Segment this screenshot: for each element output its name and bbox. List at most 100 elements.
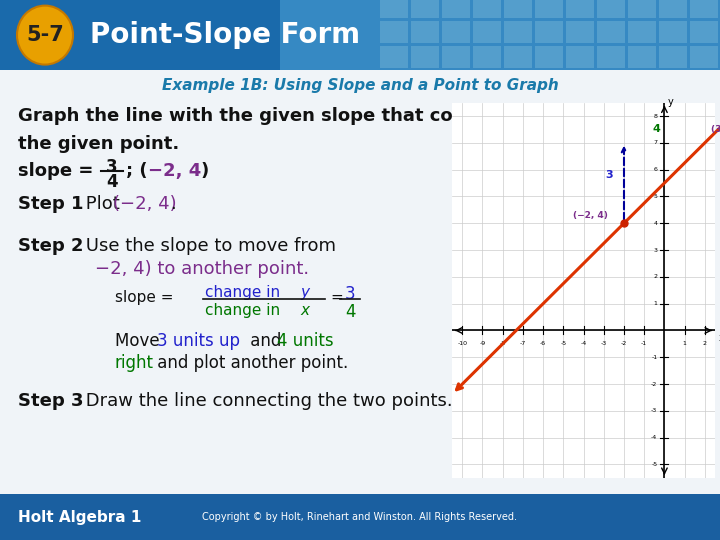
Bar [473,46,501,68]
Text: 2: 2 [703,341,707,346]
Bar [659,46,687,68]
Text: 5-7: 5-7 [26,25,64,45]
Bar [535,46,563,68]
Bar [380,0,408,18]
Text: 1: 1 [683,341,687,346]
Bar [504,21,532,43]
Text: -4: -4 [651,435,657,440]
Bar [411,0,439,18]
Bar [566,0,594,18]
Text: .: . [170,195,176,213]
Text: Step 3: Step 3 [18,392,84,410]
Bar [535,21,563,43]
Text: 3: 3 [653,247,657,253]
Text: change in: change in [205,285,285,300]
Text: 4: 4 [345,303,355,321]
Text: -1: -1 [651,355,657,360]
Text: 3: 3 [345,285,355,303]
Text: Plot: Plot [80,195,125,213]
Text: Use the slope to move from: Use the slope to move from [80,237,336,255]
Text: and: and [245,332,287,350]
Bar [442,21,470,43]
Text: Holt Algebra 1: Holt Algebra 1 [18,510,141,524]
Text: (3, 7): (3, 7) [711,125,720,134]
Bar [566,21,594,43]
Ellipse shape [17,5,73,65]
Text: 3 units up: 3 units up [157,332,240,350]
Text: Draw the line connecting the two points.: Draw the line connecting the two points. [80,392,453,410]
Bar [280,0,720,70]
Text: Point-Slope Form: Point-Slope Form [90,21,360,49]
Text: the given point.: the given point. [18,135,179,153]
Text: slope =: slope = [18,162,99,180]
Text: (−2, 4): (−2, 4) [573,211,608,220]
Text: -4: -4 [580,341,587,346]
Text: Step 1: Step 1 [18,195,84,213]
Bar [597,46,625,68]
Text: -2: -2 [621,341,627,346]
Text: -8: -8 [500,341,505,346]
Text: -2: -2 [651,382,657,387]
Bar [659,21,687,43]
Text: Graph the line with the given slope that contains: Graph the line with the given slope that… [18,107,516,125]
Text: 6: 6 [654,167,657,172]
Text: −2, 4: −2, 4 [148,162,202,180]
Bar [504,46,532,68]
Bar [442,46,470,68]
Text: Move: Move [115,332,165,350]
Text: 1: 1 [654,301,657,306]
Bar [473,21,501,43]
Text: x: x [300,303,309,318]
Text: ): ) [200,162,208,180]
Bar [628,0,656,18]
Text: and plot another point.: and plot another point. [152,354,348,372]
Text: Step 2: Step 2 [18,237,84,255]
Bar [690,0,718,18]
Bar [411,21,439,43]
Text: 4: 4 [653,221,657,226]
Bar [380,46,408,68]
Text: -5: -5 [560,341,567,346]
Text: (−2, 4): (−2, 4) [113,195,176,213]
Text: 3: 3 [606,170,613,180]
Text: change in: change in [205,303,285,318]
Bar [442,0,470,18]
Text: ; (: ; ( [126,162,148,180]
Bar [628,46,656,68]
Bar [597,0,625,18]
Bar [597,21,625,43]
Text: 4: 4 [106,173,118,191]
Bar [411,46,439,68]
Text: -1: -1 [641,341,647,346]
Text: −2, 4) to another point.: −2, 4) to another point. [95,260,309,278]
Text: 8: 8 [654,113,657,118]
Bar [690,46,718,68]
Text: =: = [330,290,343,305]
Text: slope =: slope = [115,290,179,305]
Text: -10: -10 [457,341,467,346]
Text: 2: 2 [653,274,657,279]
Text: Example 1B: Using Slope and a Point to Graph: Example 1B: Using Slope and a Point to G… [161,78,559,92]
Text: y: y [300,285,309,300]
Bar [566,46,594,68]
Text: -3: -3 [651,408,657,414]
Text: y: y [667,97,673,107]
Text: -5: -5 [651,462,657,467]
Text: -7: -7 [520,341,526,346]
Text: 4 units: 4 units [277,332,333,350]
Text: -9: -9 [480,341,485,346]
Text: Copyright © by Holt, Rinehart and Winston. All Rights Reserved.: Copyright © by Holt, Rinehart and Winsto… [202,512,518,522]
Text: -3: -3 [600,341,607,346]
Bar [380,21,408,43]
Text: 5: 5 [654,194,657,199]
Text: right: right [115,354,154,372]
Bar [473,0,501,18]
Text: x: x [719,333,720,343]
Bar [659,0,687,18]
Text: -6: -6 [540,341,546,346]
Text: 3: 3 [106,158,118,176]
Bar [690,21,718,43]
Bar [628,21,656,43]
Text: 7: 7 [653,140,657,145]
Bar [504,0,532,18]
